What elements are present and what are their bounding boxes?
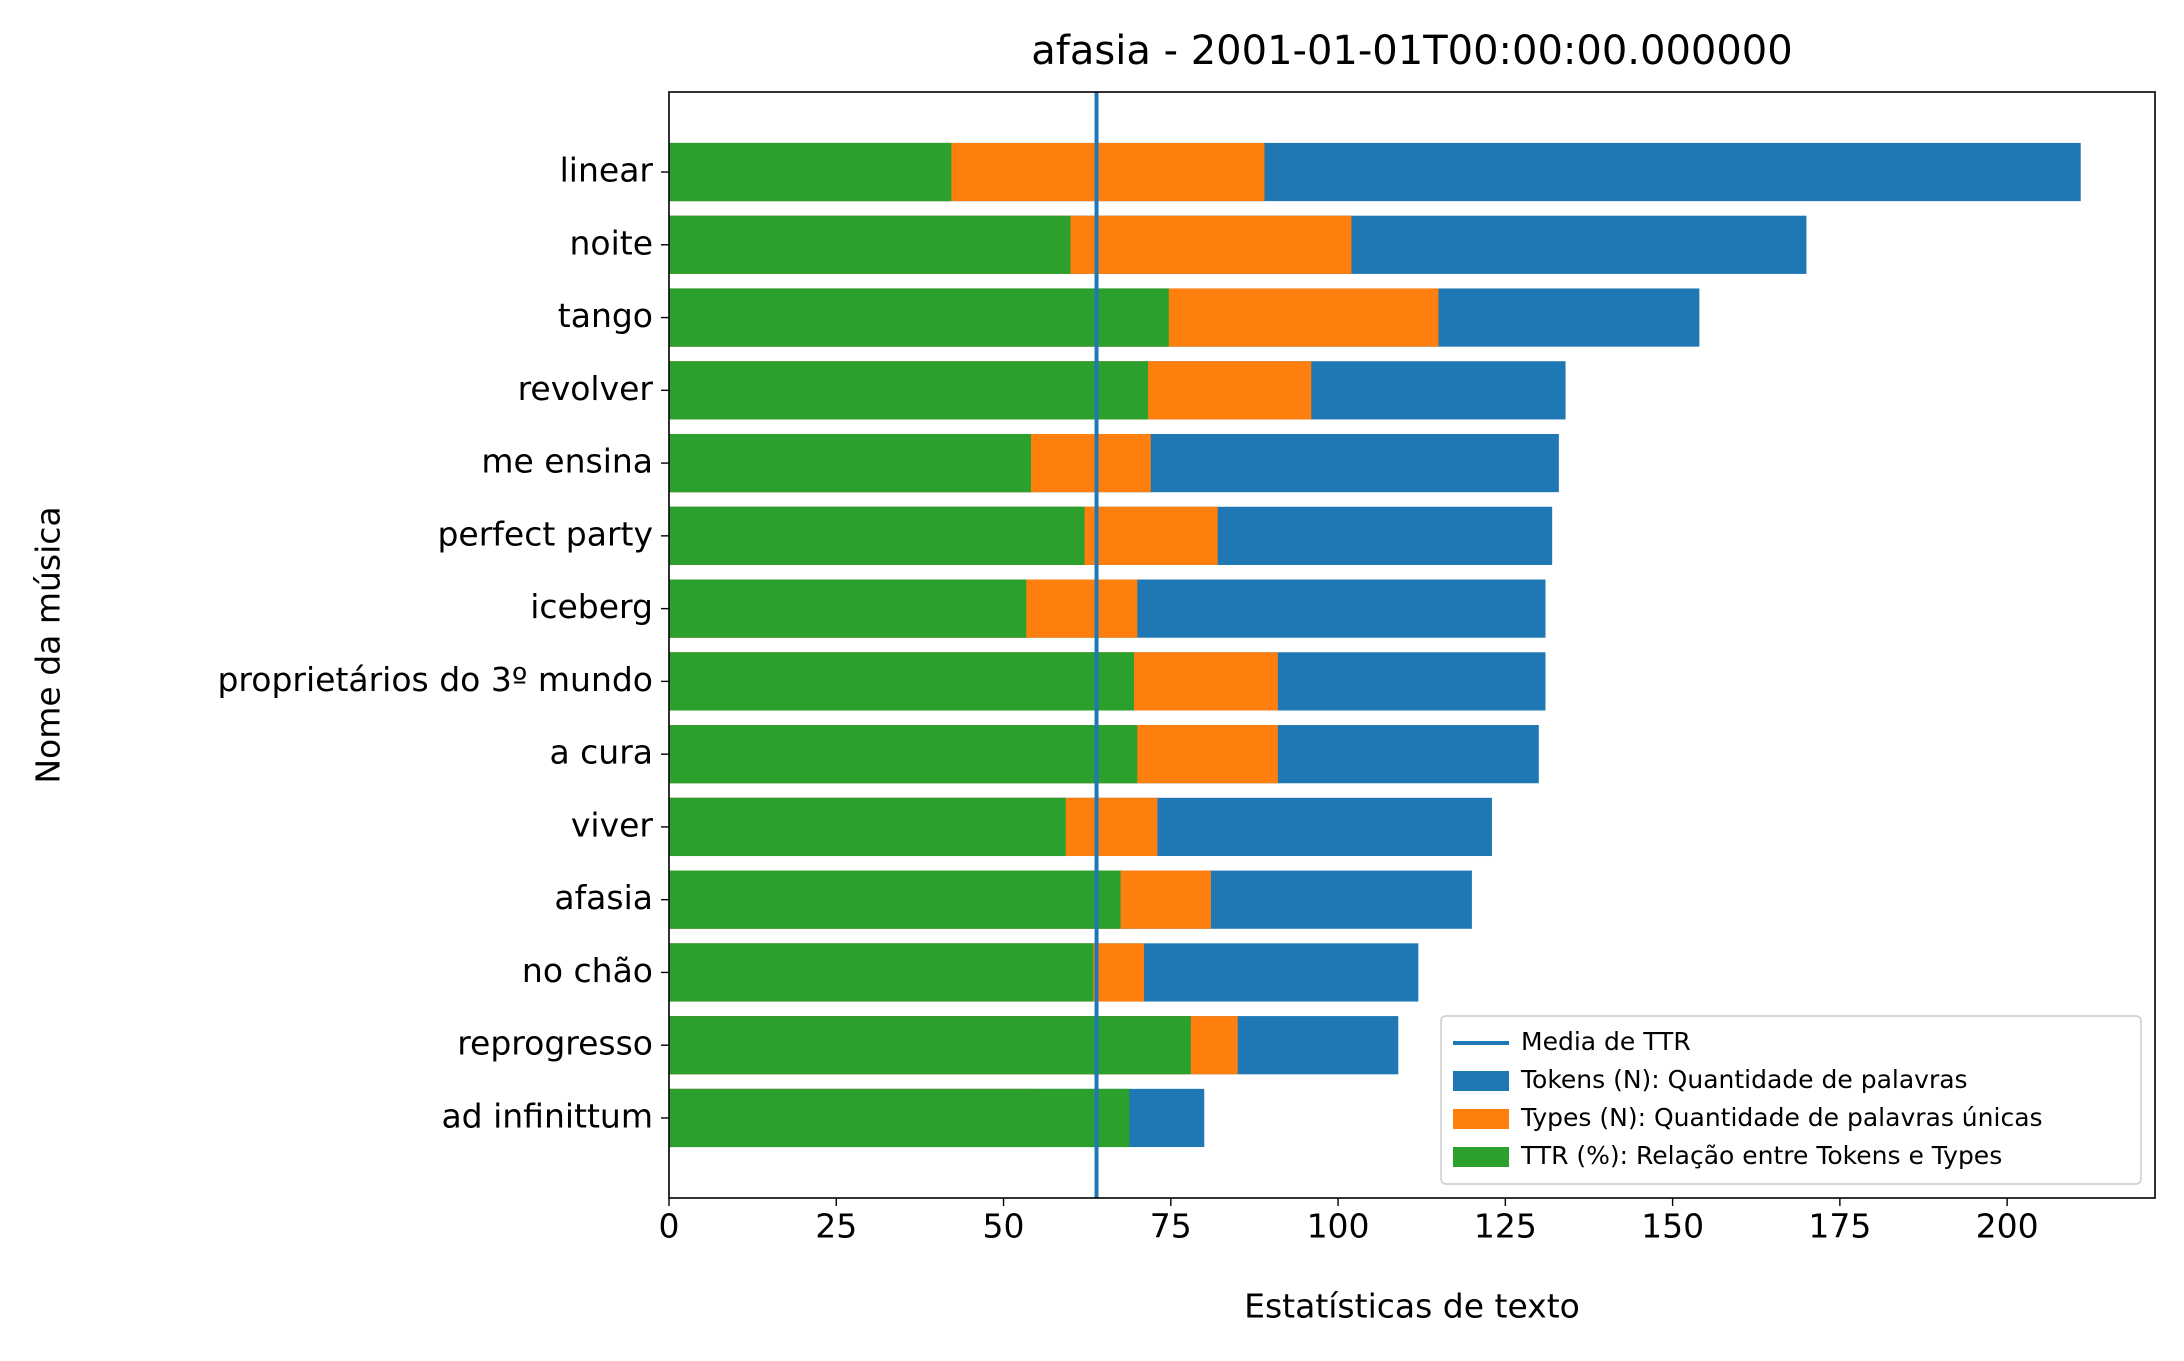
legend-swatch <box>1453 1109 1509 1129</box>
bar <box>669 142 952 202</box>
y-tick-label: revolver <box>518 369 654 408</box>
x-tick-label: 150 <box>1641 1207 1704 1246</box>
bar <box>669 1088 1130 1148</box>
y-tick-label: afasia <box>554 878 653 917</box>
y-tick-label: reprogresso <box>457 1024 653 1063</box>
x-tick-label: 75 <box>1150 1207 1192 1246</box>
bar <box>669 215 1071 274</box>
legend-swatch <box>1453 1147 1509 1167</box>
legend-label: Tokens (N): Quantidade de palavras <box>1520 1065 1968 1094</box>
bar <box>669 870 1121 929</box>
bar <box>669 797 1066 857</box>
bar <box>669 652 1135 711</box>
y-tick-label: viver <box>571 805 654 844</box>
bar <box>669 433 1031 493</box>
x-tick-label: 25 <box>815 1207 857 1246</box>
bar <box>669 506 1085 565</box>
y-tick-label: a cura <box>549 733 653 772</box>
bar <box>669 288 1169 347</box>
plot-frame <box>668 91 2156 1199</box>
bar <box>669 579 1027 638</box>
legend-box <box>1440 1015 2142 1185</box>
legend-label: Types (N): Quantidade de palavras únicas <box>1520 1103 2043 1132</box>
bar <box>669 725 1138 784</box>
x-tick-label: 50 <box>983 1207 1025 1246</box>
bar <box>669 361 1149 420</box>
x-tick-label: 200 <box>1976 1207 2039 1246</box>
legend-label: Media de TTR <box>1521 1027 1691 1056</box>
y-tick-label: me ensina <box>481 442 653 481</box>
x-axis-label: Estatísticas de texto <box>1244 1287 1580 1326</box>
x-tick-label: 175 <box>1808 1207 1871 1246</box>
x-tick-label: 100 <box>1307 1207 1370 1246</box>
y-axis-label: Nome da música <box>29 506 68 783</box>
y-tick-label: ad infinittum <box>441 1096 653 1135</box>
y-tick-label: noite <box>569 223 653 262</box>
chart-title: afasia - 2001-01-01T00:00:00.000000 <box>1031 28 1792 74</box>
x-tick-label: 0 <box>659 1207 680 1246</box>
y-tick-label: proprietários do 3º mundo <box>217 660 653 699</box>
x-tick-label: 125 <box>1474 1207 1537 1246</box>
y-tick-label: tango <box>558 296 653 335</box>
legend-label: TTR (%): Relação entre Tokens e Types <box>1520 1141 2002 1170</box>
y-tick-label: iceberg <box>530 587 653 626</box>
y-tick-label: perfect party <box>437 514 653 553</box>
y-tick-label: no chão <box>522 951 653 990</box>
bar <box>669 943 1094 1002</box>
legend-swatch <box>1453 1071 1509 1091</box>
y-tick-label: linear <box>560 151 654 190</box>
bar <box>669 1016 1191 1075</box>
